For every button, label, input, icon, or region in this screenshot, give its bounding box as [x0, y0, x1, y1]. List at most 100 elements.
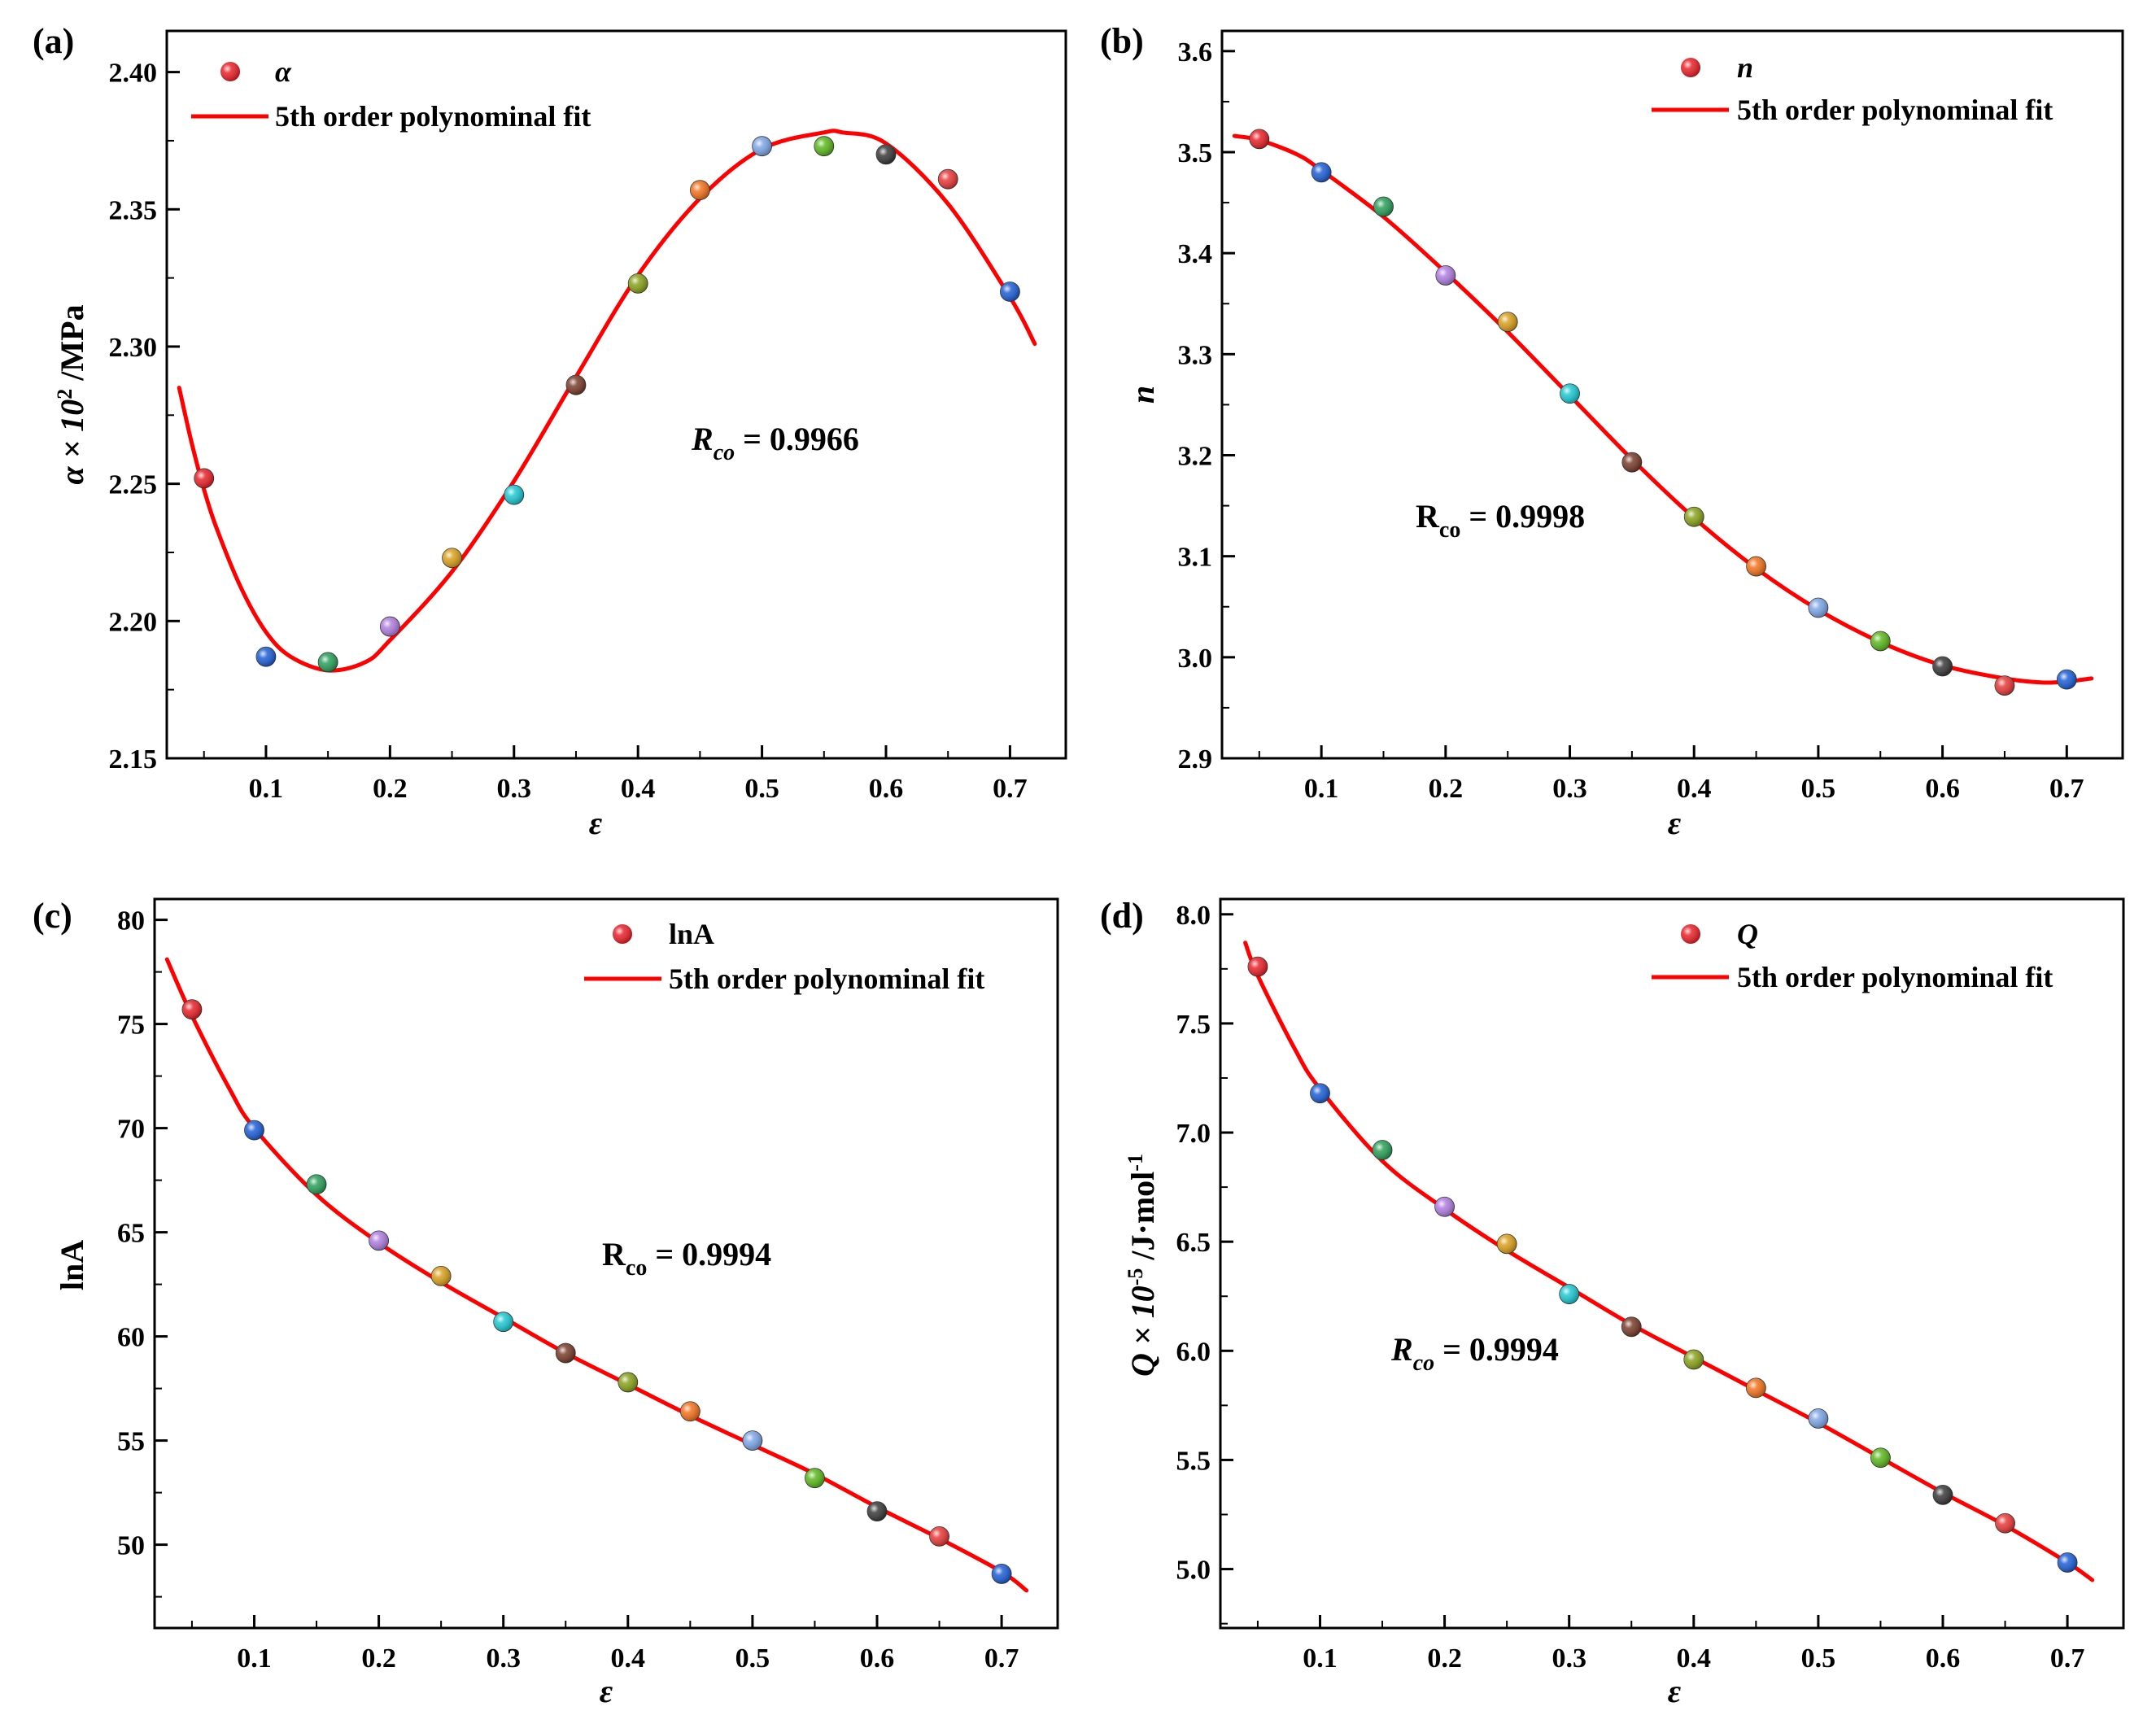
data-point-shine — [814, 136, 834, 156]
legend-marker-shine — [613, 924, 632, 944]
data-point — [181, 999, 203, 1020]
x-tick-label: 0.2 — [373, 774, 408, 804]
data-point-shine — [194, 468, 214, 488]
data-point-shine — [1994, 675, 2014, 696]
data-point — [1870, 631, 1891, 652]
data-point — [317, 652, 338, 673]
data-point — [1373, 196, 1394, 217]
data-point-shine — [805, 1468, 825, 1488]
data-point — [1995, 1512, 2015, 1534]
rco-sub: co — [1413, 1351, 1434, 1376]
x-ticks: 0.1 0.2 0.3 0.4 0.5 0.6 0.7 — [1256, 1615, 2085, 1674]
data-point-shine — [876, 144, 896, 164]
data-point — [1745, 1377, 1766, 1399]
x-tick-label: 0.1 — [237, 1643, 272, 1674]
data-point — [1808, 1408, 1829, 1429]
panel-label: (d) — [1100, 896, 1144, 936]
x-tick-label: 0.2 — [1429, 774, 1464, 804]
x-axis-title: ε — [1668, 1673, 1682, 1709]
panel-label: (b) — [1100, 21, 1144, 61]
legend-fit-label: 5th order polynominal fit — [669, 962, 984, 995]
data-point — [689, 180, 710, 201]
x-tick-label: 0.7 — [2049, 774, 2084, 804]
data-point — [1434, 1196, 1455, 1217]
x-tick-label: 0.6 — [860, 1643, 895, 1674]
legend: α 5th order polynominal fit — [191, 55, 591, 133]
data-point — [2056, 669, 2077, 690]
x-tick-label: 0.3 — [486, 1643, 521, 1674]
y-title-main: Q × 10 — [1124, 1285, 1161, 1377]
y-axis-title: n — [1124, 386, 1161, 404]
y-ticks: 2.15 2.20 2.25 2.30 2.35 2.40 — [109, 59, 180, 775]
x-tick-label: 0.4 — [621, 774, 656, 804]
data-point — [1746, 556, 1766, 577]
y-axis-title: α × 102 /MPa — [53, 304, 91, 484]
y-tick-label: 60 — [117, 1323, 145, 1353]
x-tick-label: 0.1 — [249, 774, 284, 804]
data-point-shine — [1933, 1485, 1953, 1505]
y-tick-label: 3.5 — [1178, 138, 1213, 168]
y-tick-label: 3.6 — [1178, 37, 1213, 68]
data-point-shine — [618, 1372, 638, 1392]
data-point-shine — [255, 647, 276, 667]
rco-r: R — [691, 421, 714, 457]
x-ticks: 0.1 0.2 0.3 0.4 0.5 0.6 0.7 — [190, 1615, 1019, 1674]
points-layer — [181, 999, 1012, 1584]
fit-curve — [1243, 941, 2095, 1582]
rco-value: = 0.9998 — [1460, 498, 1585, 535]
data-point — [1311, 162, 1332, 183]
data-point-shine — [1684, 507, 1704, 527]
data-point — [679, 1401, 700, 1422]
y-tick-label: 80 — [117, 906, 145, 936]
data-point — [1497, 312, 1518, 333]
data-point-shine — [1373, 1140, 1393, 1160]
rco-r: R — [1416, 498, 1440, 535]
data-point — [1621, 452, 1643, 473]
legend-marker-label: α — [275, 55, 292, 88]
y-tick-label: 7.0 — [1176, 1119, 1211, 1149]
x-tick-label: 0.4 — [611, 1643, 646, 1674]
data-point-shine — [1559, 1284, 1579, 1304]
legend-marker-shine — [220, 62, 240, 81]
data-point-shine — [2057, 670, 2077, 690]
data-point-shine — [938, 169, 958, 190]
data-point — [369, 1230, 389, 1251]
y-tick-label: 5.0 — [1176, 1556, 1211, 1586]
y-axis-title: Q × 10-5 /J·mol-1 — [1124, 1154, 1162, 1377]
y-tick-label: 6.0 — [1176, 1337, 1211, 1367]
y-tick-label: 70 — [117, 1115, 145, 1145]
x-tick-label: 0.3 — [497, 774, 532, 804]
x-tick-label: 0.5 — [744, 774, 779, 804]
x-tick-label: 0.5 — [1801, 774, 1836, 804]
data-point-shine — [307, 1174, 327, 1194]
y-title-sup2: -1 — [1124, 1154, 1147, 1172]
data-point — [991, 1564, 1012, 1584]
y-title-unit: /J·mol — [1124, 1172, 1161, 1268]
x-tick-label: 0.4 — [1677, 1643, 1712, 1674]
data-point — [742, 1430, 763, 1451]
y-axis-title: lnA — [54, 1240, 90, 1290]
data-point — [866, 1501, 888, 1522]
y-tick-label: 3.1 — [1178, 543, 1213, 573]
data-point-shine — [1435, 265, 1456, 286]
points-layer — [1249, 129, 2077, 696]
data-point-shine — [1808, 1408, 1828, 1429]
data-point-shine — [369, 1230, 389, 1251]
x-tick-label: 0.7 — [2050, 1643, 2085, 1674]
x-tick-label: 0.6 — [1926, 1643, 1961, 1674]
y-tick-label: 50 — [117, 1531, 145, 1561]
data-point-shine — [2058, 1552, 2078, 1573]
data-point-shine — [1746, 557, 1766, 577]
data-point-shine — [680, 1401, 700, 1421]
data-point — [875, 144, 897, 165]
data-point — [430, 1265, 452, 1286]
rco-value: = 0.9966 — [735, 421, 859, 457]
data-point — [565, 374, 587, 395]
data-point — [929, 1525, 949, 1547]
data-point-shine — [1373, 197, 1394, 217]
data-point-shine — [867, 1501, 887, 1521]
data-point-shine — [504, 485, 524, 505]
rco-value: = 0.9994 — [647, 1236, 771, 1272]
plot-frame — [1220, 29, 2124, 760]
